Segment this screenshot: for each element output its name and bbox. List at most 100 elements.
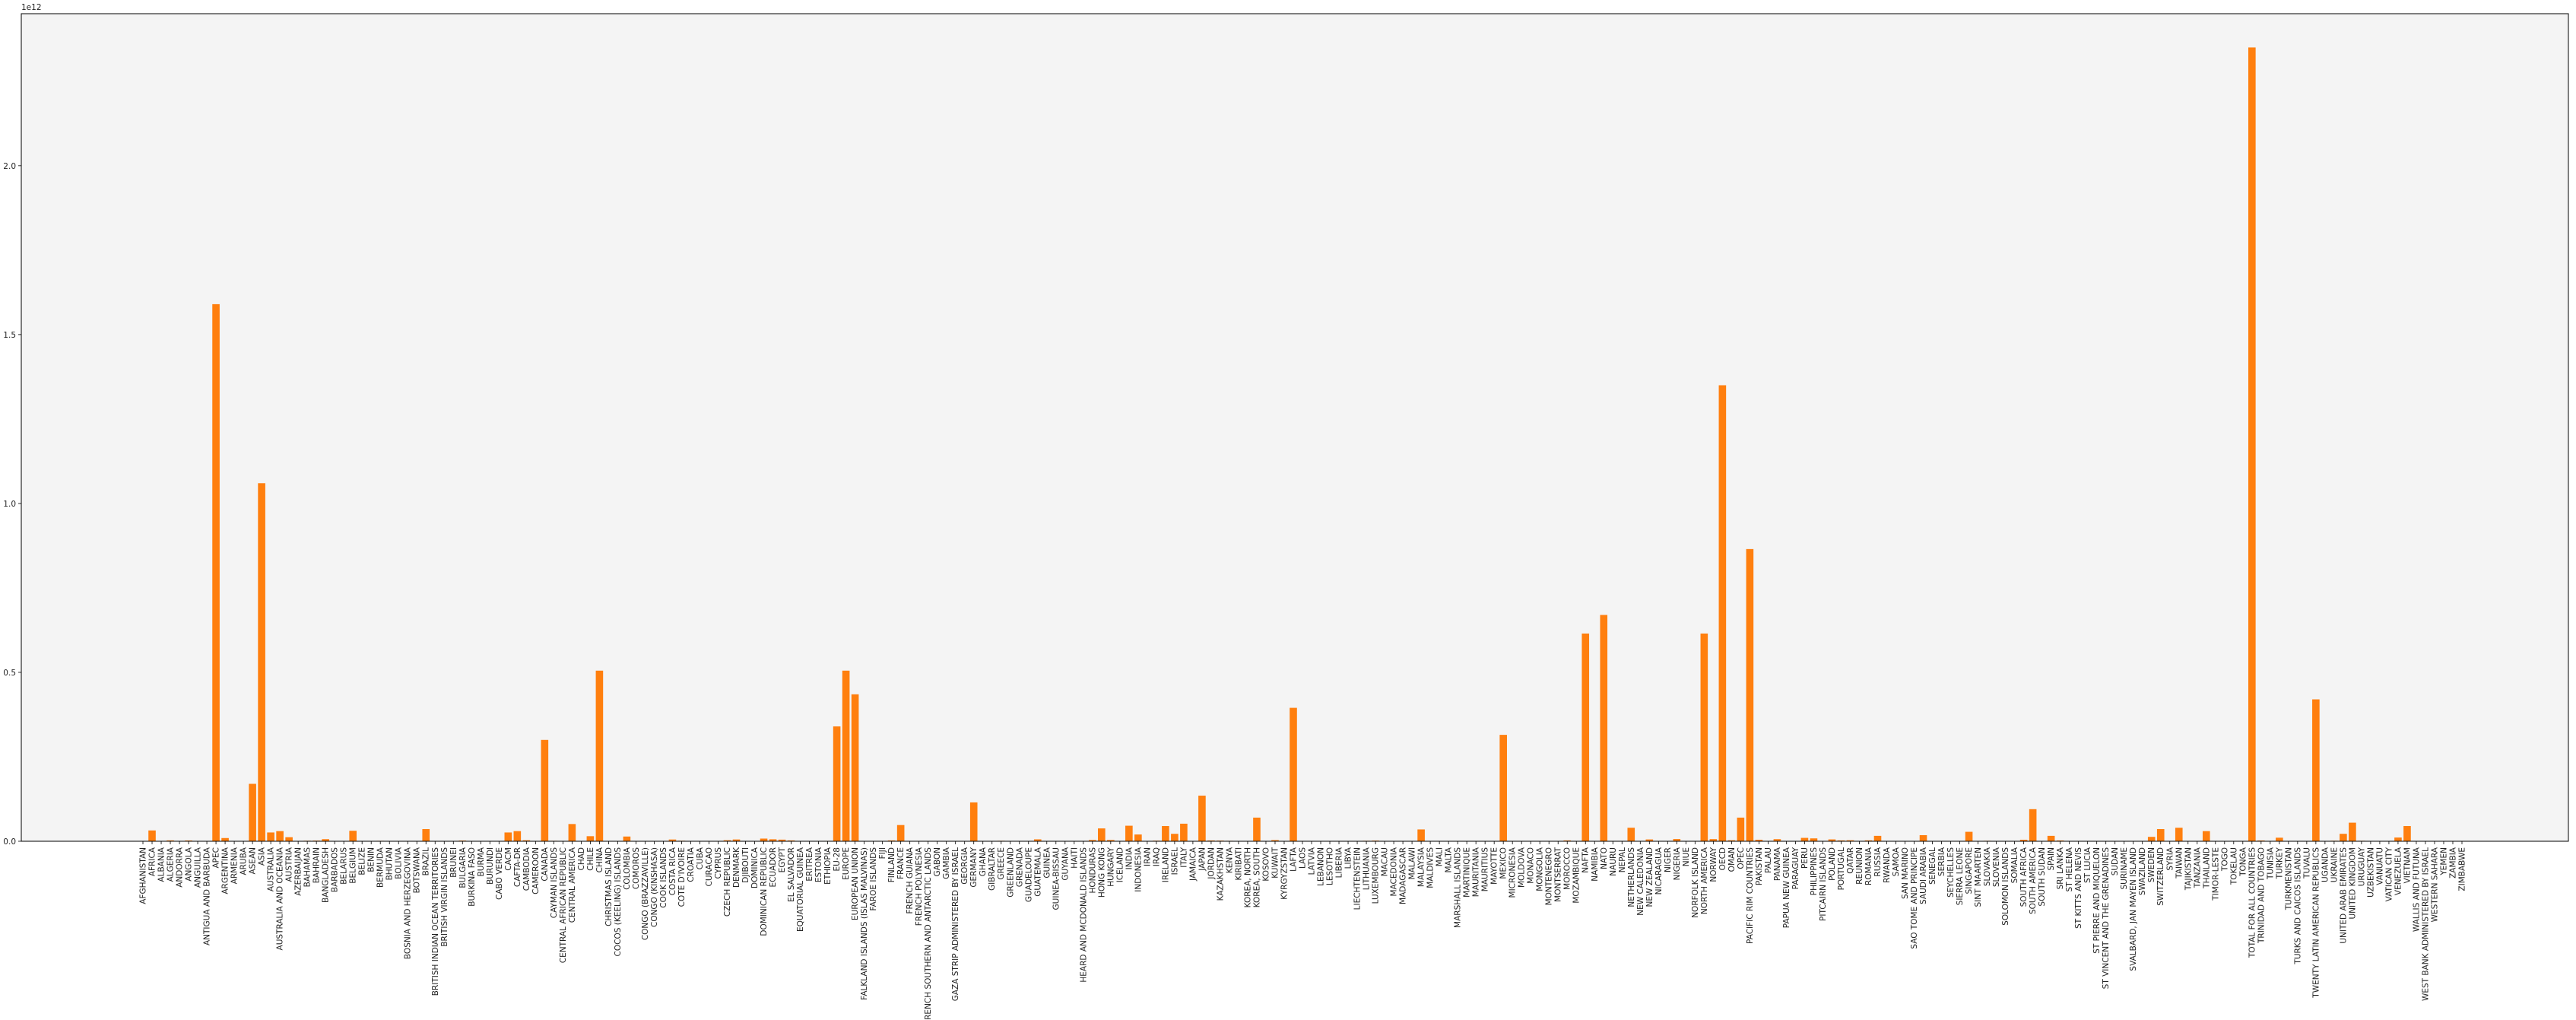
bar — [522, 840, 531, 841]
x-tick-label: MADAGASCAR — [1399, 847, 1408, 904]
x-tick-label: ST LUCIA — [2083, 847, 2092, 883]
bar — [1919, 835, 1927, 841]
x-tick-label: FRENCH SOUTHERN AND ANTARCTIC LANDS — [924, 847, 933, 1020]
y-tick-label: 0.5 — [3, 669, 16, 678]
x-tick-label: GHANA — [979, 847, 988, 876]
bar — [769, 839, 777, 841]
x-tick-label: MALAYSIA — [1417, 847, 1426, 887]
bar — [1627, 828, 1635, 841]
x-tick-label: CAYMAN ISLANDS — [550, 847, 559, 919]
x-tick-label: TAIWAN — [2175, 847, 2184, 879]
x-tick-label: WEST BANK ADMINISTERED BY ISRAEL — [2421, 847, 2430, 1001]
x-tick-label: RWANDA — [1883, 847, 1892, 883]
x-tick-label: ETHIOPIA — [823, 847, 833, 885]
bar — [541, 739, 549, 841]
x-tick-label: KAZAKHSTAN — [1216, 847, 1225, 901]
y-tick-label: 0.0 — [3, 837, 16, 847]
x-tick-label: GUYANA — [1061, 847, 1070, 880]
x-tick-label: ST KITTS AND NEVIS — [2074, 847, 2083, 929]
x-tick-label: FIJI — [878, 847, 887, 859]
x-tick-label: MONGOLIA — [1536, 847, 1545, 891]
bar — [1837, 840, 1845, 841]
x-tick-label: LAFTA — [1289, 847, 1298, 872]
bar — [1737, 817, 1745, 841]
x-tick-label: VIETNAM — [2403, 847, 2412, 883]
bar — [1581, 633, 1590, 841]
x-tick-label: CZECH REPUBLIC — [723, 847, 732, 917]
bar — [276, 831, 284, 841]
x-tick-label: CROATIA — [687, 847, 696, 882]
bar — [1965, 831, 1973, 841]
x-tick-label: ANGUILLA — [194, 847, 203, 888]
x-tick-label: FRANCE — [896, 847, 906, 879]
x-tick-label: MONTSERRAT — [1554, 847, 1563, 901]
x-tick-label: BOLIVIA — [395, 847, 404, 879]
x-tick-label: BELIZE — [358, 847, 367, 875]
x-tick-label: KENYA — [1225, 847, 1234, 873]
x-tick-label: SOMALIA — [2010, 847, 2019, 883]
bar — [322, 839, 329, 841]
x-tick-label: TIMOR-LESTE — [2211, 847, 2220, 901]
x-tick-label: DOMINICAN REPUBLIC — [760, 847, 769, 936]
x-tick-label: GERMANY — [969, 847, 979, 887]
bar — [1709, 839, 1718, 841]
x-tick-label: GABON — [933, 847, 942, 876]
x-tick-label: BRUNEI — [449, 847, 458, 878]
bar — [148, 830, 156, 841]
x-tick-label: SWITZERLAND — [2156, 847, 2165, 906]
x-tick-label: VATICAN CITY — [2384, 847, 2394, 901]
bar — [2019, 840, 2028, 841]
x-tick-label: COOK ISLANDS — [659, 847, 668, 908]
bar — [2047, 835, 2055, 841]
x-tick-label: SOUTH AMERICA — [2029, 847, 2038, 914]
x-tick-label: NIUE — [1682, 847, 1691, 866]
bar — [1033, 839, 1042, 841]
bar — [1198, 796, 1206, 841]
bar — [1098, 828, 1106, 841]
x-tick-label: TRINIDAD AND TOBAGO — [2257, 847, 2266, 944]
bar — [1800, 837, 1809, 841]
x-tick-label: ITALY — [1179, 847, 1188, 867]
bar — [2349, 822, 2356, 841]
x-tick-label: MAURITANIA — [1472, 847, 1481, 897]
x-tick-label: BRITISH INDIAN OCEAN TERRITORIES — [431, 847, 440, 996]
x-tick-label: BHUTAN — [385, 847, 395, 880]
x-tick-label: SINGAPORE — [1965, 847, 1974, 894]
bar — [1417, 829, 1425, 841]
bar — [1499, 735, 1507, 841]
x-tick-label: GAMBIA — [942, 847, 951, 879]
bar — [2202, 831, 2210, 841]
x-tick-label: IRAN — [1143, 847, 1152, 866]
x-tick-label: PHILIPPINES — [1810, 847, 1819, 896]
bar — [851, 694, 859, 841]
x-tick-label: NICARAGUA — [1654, 847, 1664, 894]
x-tick-label: NEW ZEALAND — [1645, 847, 1654, 907]
bar — [760, 838, 768, 841]
x-tick-label: KIRIBATI — [1234, 847, 1243, 880]
x-tick-label: BAHAMAS — [303, 847, 312, 888]
bar — [1207, 840, 1215, 841]
x-tick-label: SEYCHELLES — [1946, 847, 1956, 898]
y-tick-label: 1.5 — [3, 331, 16, 340]
x-tick-label: CENTRAL AFRICAN REPUBLIC — [559, 847, 568, 963]
x-tick-label: LIECHTENSTEIN — [1353, 847, 1363, 910]
bar — [349, 831, 357, 841]
bar — [1134, 834, 1142, 841]
x-tick-label: MONACO — [1527, 847, 1536, 884]
bar — [2403, 826, 2411, 841]
bar — [2156, 829, 2165, 841]
x-tick-label: HEARD AND MCDONALD ISLANDS — [1079, 847, 1088, 983]
x-tick-label: ARMENIA — [230, 847, 240, 884]
x-tick-label: CABO VERDE — [495, 847, 504, 900]
bar — [623, 836, 631, 841]
x-tick-label: NORWAY — [1709, 847, 1718, 882]
x-tick-label: EQUATORIAL GUINEA — [796, 847, 805, 932]
bar — [1755, 840, 1763, 841]
x-tick-label: YEMEN — [2439, 847, 2448, 876]
x-tick-label: SIERRA LEONE — [1956, 847, 1965, 905]
x-tick-label: FINLAND — [887, 847, 896, 882]
x-tick-label: SOLOMON ISLANDS — [2001, 847, 2010, 926]
x-tick-label: PACIFIC RIM COUNTRIES — [1746, 847, 1755, 944]
x-tick-label: BURMA — [477, 847, 486, 876]
x-tick-label: ZIMBABWE — [2458, 847, 2467, 891]
